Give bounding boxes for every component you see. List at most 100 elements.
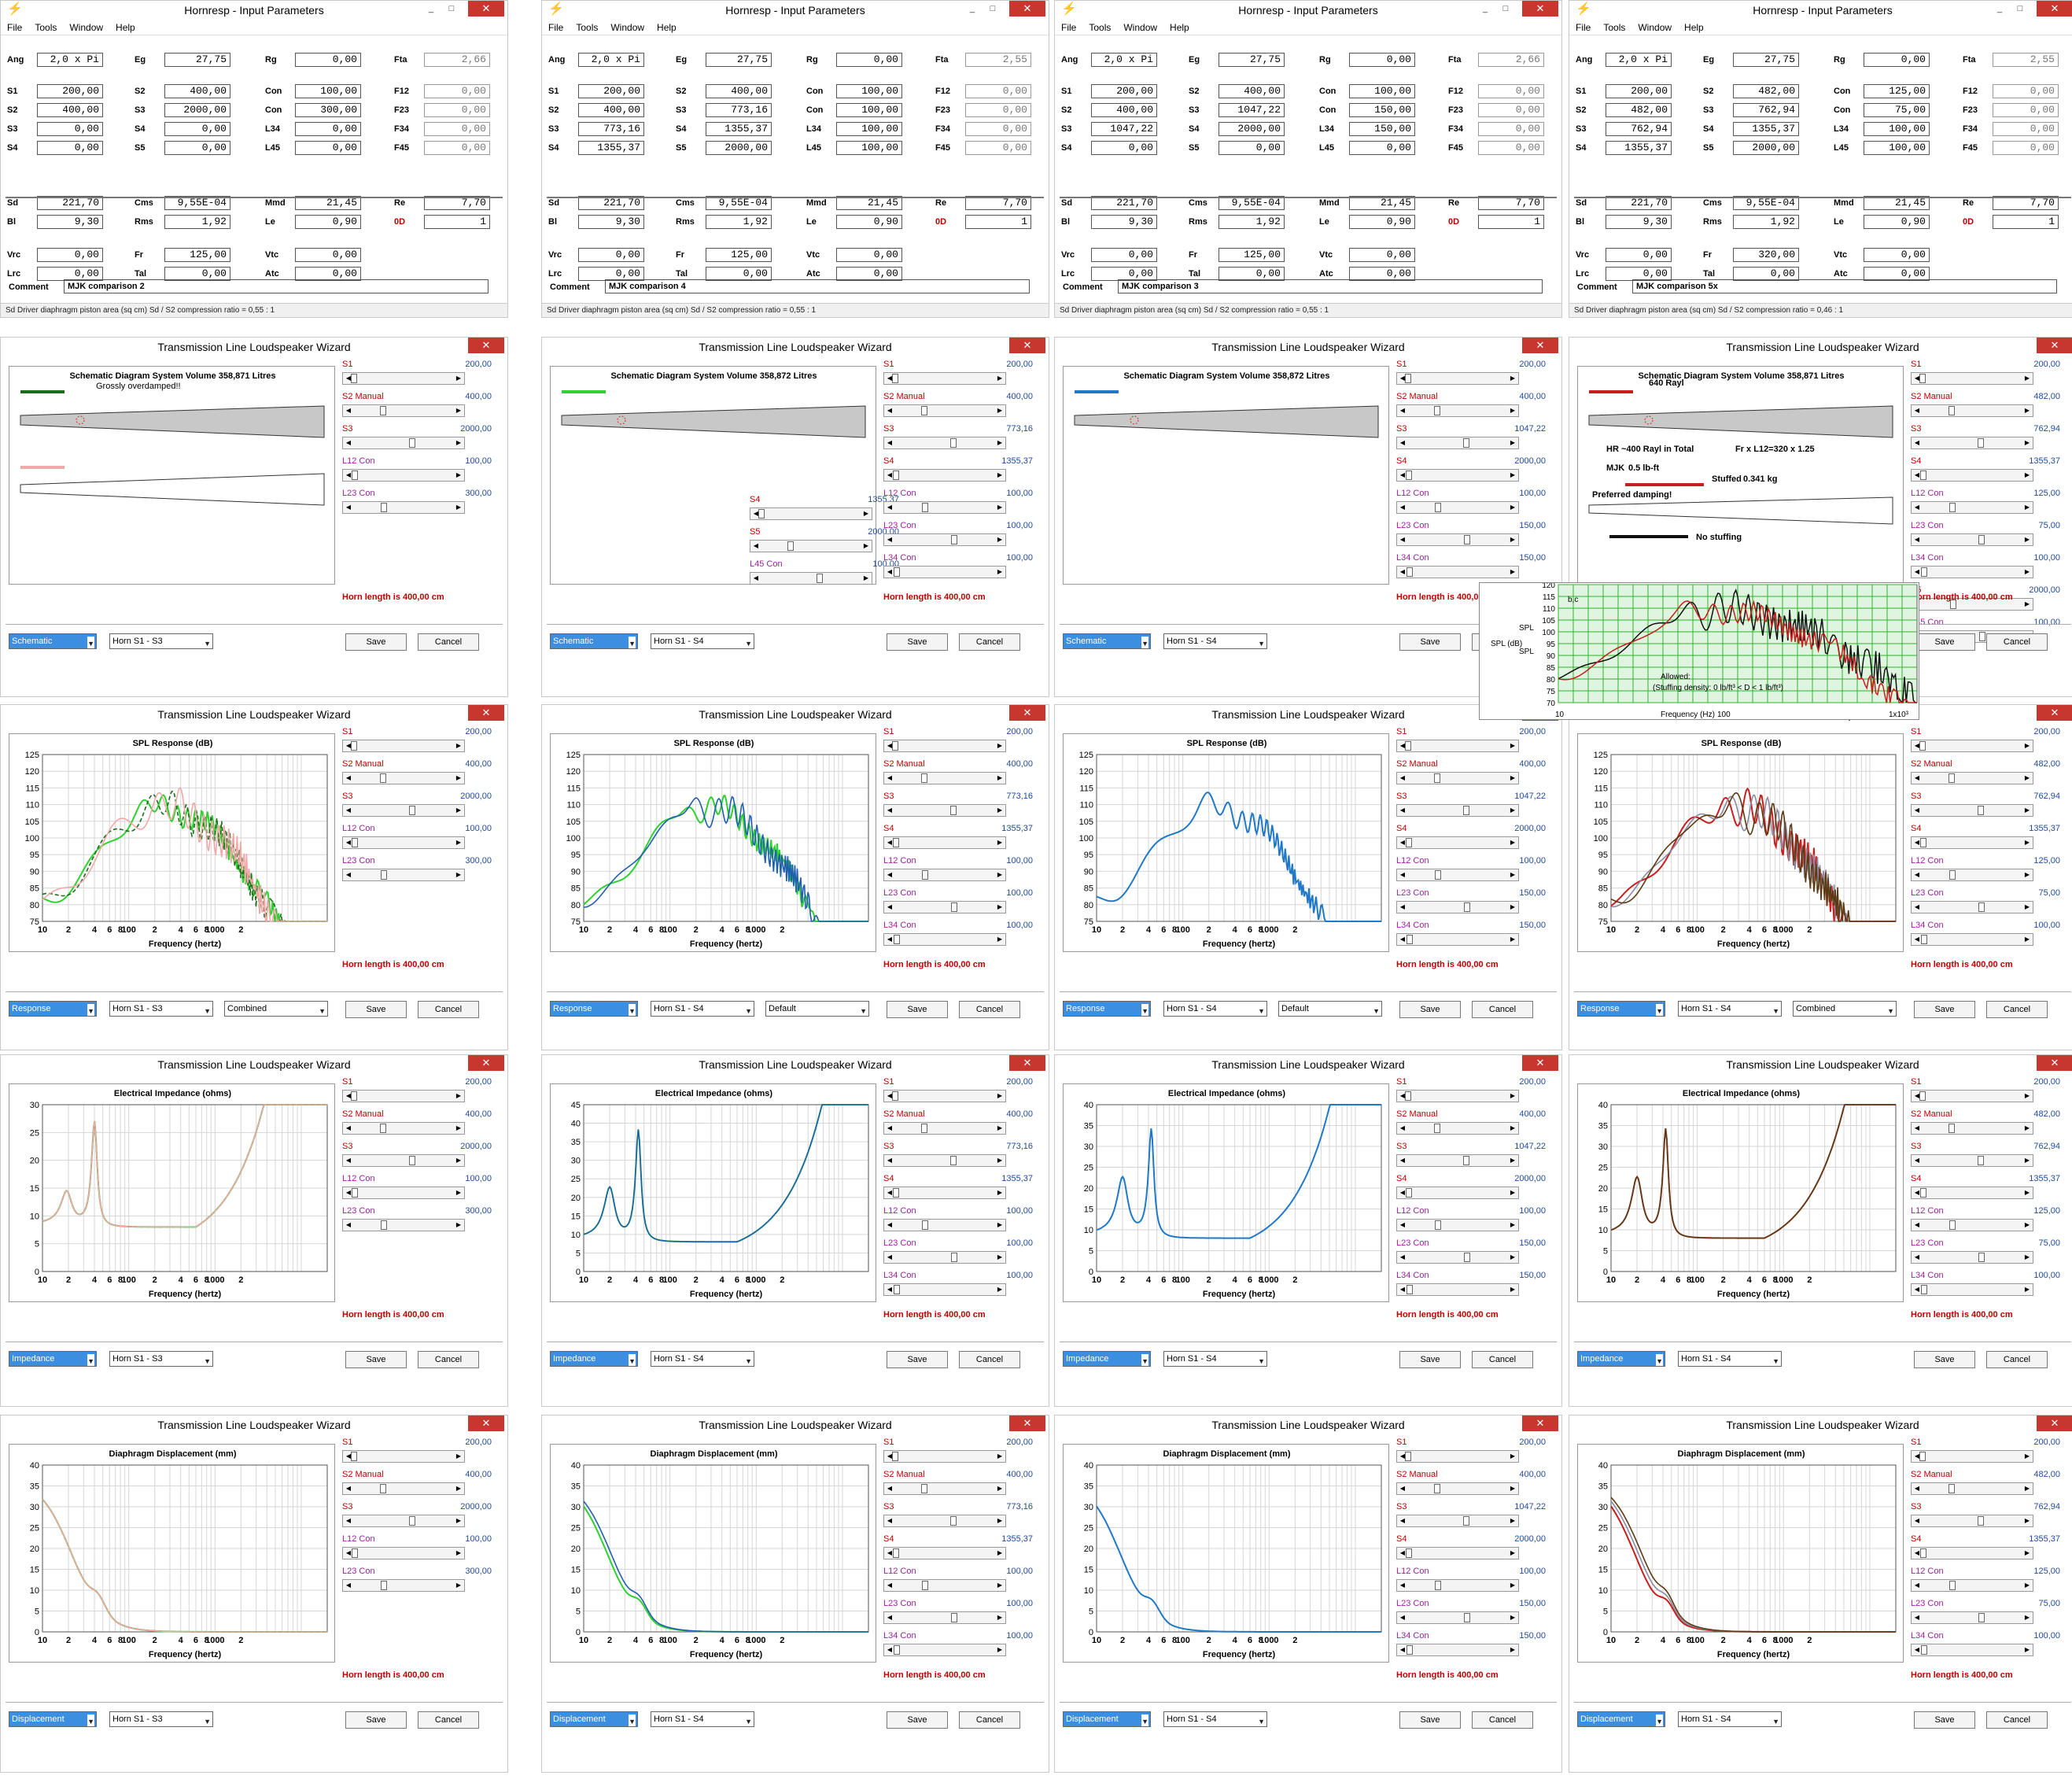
arrow-right-icon[interactable]: ▶	[2024, 1286, 2030, 1293]
arrow-right-icon[interactable]: ▶	[2024, 903, 2030, 910]
field-atc[interactable]: 0,00	[1349, 267, 1415, 281]
field-f12[interactable]: 0,00	[965, 84, 1031, 98]
field-s5[interactable]: 2000,00	[706, 141, 772, 155]
slider-track[interactable]: ◀▶	[883, 740, 1006, 752]
horn-select[interactable]: Horn S1 - S4▼	[1678, 1001, 1782, 1017]
field-mmd[interactable]: 21,45	[1349, 196, 1415, 210]
slider-thumb[interactable]	[1435, 1220, 1441, 1230]
arrow-left-icon[interactable]: ◀	[1399, 568, 1406, 575]
cancel-button[interactable]: Cancel	[959, 1711, 1020, 1729]
cancel-button[interactable]: Cancel	[418, 1351, 479, 1368]
slider-track[interactable]: ◀▶	[883, 901, 1006, 913]
arrow-right-icon[interactable]: ▶	[1510, 1157, 1516, 1164]
slider-track[interactable]: ◀▶	[342, 469, 465, 482]
slider-track[interactable]: ◀▶	[1911, 1219, 2033, 1231]
save-button[interactable]: Save	[887, 633, 948, 651]
arrow-left-icon[interactable]: ◀	[1399, 1517, 1406, 1524]
horn-select[interactable]: Horn S1 - S4▼	[651, 633, 754, 649]
field-s2[interactable]: 400,00	[164, 84, 230, 98]
slider-track[interactable]: ◀▶	[1396, 740, 1519, 752]
slider-thumb[interactable]	[351, 1452, 357, 1461]
save-button[interactable]: Save	[887, 1351, 948, 1368]
field-re[interactable]: 7,70	[965, 196, 1031, 210]
slider-thumb[interactable]	[892, 741, 898, 751]
view-select[interactable]: Displacement ▼	[9, 1711, 97, 1727]
slider-track[interactable]: ◀▶	[1911, 1154, 2033, 1167]
menu-file[interactable]: File	[548, 22, 564, 33]
slider-track[interactable]: ◀▶	[883, 501, 1006, 514]
field-s5[interactable]: 2000,00	[1733, 141, 1799, 155]
save-button[interactable]: Save	[1399, 1711, 1461, 1729]
arrow-right-icon[interactable]: ▶	[2024, 600, 2030, 607]
field-f12[interactable]: 0,00	[424, 84, 490, 98]
slider-track[interactable]: ◀▶	[1396, 1219, 1519, 1231]
slider-track[interactable]: ◀▶	[1911, 933, 2033, 946]
slider-track[interactable]: ◀▶	[1911, 1579, 2033, 1592]
field-atc[interactable]: 0,00	[295, 267, 361, 281]
field-lrc[interactable]: 0,00	[37, 267, 103, 281]
arrow-left-icon[interactable]: ◀	[1399, 1157, 1406, 1164]
slider-track[interactable]: ◀▶	[1911, 1450, 2033, 1463]
slider-track[interactable]: ◀▶	[883, 869, 1006, 881]
menu-window[interactable]: Window	[1638, 22, 1672, 33]
menu-help[interactable]: Help	[657, 22, 677, 33]
arrow-left-icon[interactable]: ◀	[1914, 568, 1920, 575]
horn-select[interactable]: Horn S1 - S4▼	[651, 1001, 754, 1017]
field-re[interactable]: 7,70	[1478, 196, 1544, 210]
slider-track[interactable]: ◀▶	[883, 1283, 1006, 1296]
arrow-right-icon[interactable]: ▶	[2024, 407, 2030, 414]
field-lrc[interactable]: 0,00	[578, 267, 644, 281]
horn-select[interactable]: Horn S1 - S4▼	[1163, 633, 1267, 649]
slider-thumb[interactable]	[1978, 1253, 1985, 1262]
slider-thumb[interactable]	[1948, 1484, 1955, 1493]
slider-track[interactable]: ◀▶	[1396, 933, 1519, 946]
slider-track[interactable]: ◀▶	[342, 836, 465, 849]
arrow-right-icon[interactable]: ▶	[455, 439, 462, 446]
arrow-right-icon[interactable]: ▶	[997, 1614, 1003, 1621]
field-s4[interactable]: 0,00	[37, 141, 103, 155]
arrow-right-icon[interactable]: ▶	[455, 407, 462, 414]
close-button[interactable]: ✕	[1522, 1415, 1558, 1431]
arrow-right-icon[interactable]: ▶	[863, 574, 869, 581]
slider-track[interactable]: ◀▶	[342, 772, 465, 784]
field-fta[interactable]: 2,55	[1993, 53, 2059, 67]
field-s3b[interactable]: 1047,22	[1218, 103, 1285, 117]
slider-track[interactable]: ◀▶	[1911, 1644, 2033, 1656]
arrow-right-icon[interactable]: ▶	[997, 568, 1003, 575]
field-l34[interactable]: 100,00	[836, 122, 902, 136]
slider-track[interactable]: ◀▶	[1396, 1611, 1519, 1624]
field-s2b[interactable]: 482,00	[1606, 103, 1672, 117]
field-nd[interactable]: 1	[965, 215, 1031, 229]
field-s4[interactable]: 0,00	[1091, 141, 1157, 155]
close-button[interactable]: ✕	[468, 1055, 504, 1071]
field-f45[interactable]: 0,00	[1478, 141, 1544, 155]
close-button[interactable]: ✕	[468, 338, 504, 353]
arrow-right-icon[interactable]: ▶	[997, 439, 1003, 446]
arrow-left-icon[interactable]: ◀	[1399, 536, 1406, 543]
arrow-left-icon[interactable]: ◀	[345, 504, 352, 511]
field-mmd[interactable]: 21,45	[1864, 196, 1930, 210]
menu-help[interactable]: Help	[116, 22, 135, 33]
arrow-right-icon[interactable]: ▶	[455, 1517, 462, 1524]
cancel-button[interactable]: Cancel	[959, 1001, 1020, 1018]
field-bl[interactable]: 9,30	[37, 215, 103, 229]
slider-thumb[interactable]	[1919, 741, 1926, 751]
slider-track[interactable]: ◀▶	[1911, 372, 2033, 385]
slider-thumb[interactable]	[922, 1581, 928, 1590]
field-fta[interactable]: 2,66	[1478, 53, 1544, 67]
slider-track[interactable]: ◀▶	[1396, 869, 1519, 881]
menu-tools[interactable]: Tools	[576, 22, 599, 33]
arrow-left-icon[interactable]: ◀	[345, 839, 352, 846]
cancel-button[interactable]: Cancel	[418, 1001, 479, 1018]
field-vrc[interactable]: 0,00	[1606, 248, 1672, 262]
slider-thumb[interactable]	[922, 1220, 928, 1230]
arrow-right-icon[interactable]: ▶	[455, 1582, 462, 1589]
field-vtc[interactable]: 0,00	[836, 248, 902, 262]
arrow-right-icon[interactable]: ▶	[455, 1485, 462, 1492]
field-f12[interactable]: 0,00	[1993, 84, 2059, 98]
field-s3[interactable]: 0,00	[37, 122, 103, 136]
field-s4b[interactable]: 2000,00	[1218, 122, 1285, 136]
slider-thumb[interactable]	[951, 535, 957, 544]
save-button[interactable]: Save	[345, 633, 407, 651]
arrow-right-icon[interactable]: ▶	[2024, 439, 2030, 446]
